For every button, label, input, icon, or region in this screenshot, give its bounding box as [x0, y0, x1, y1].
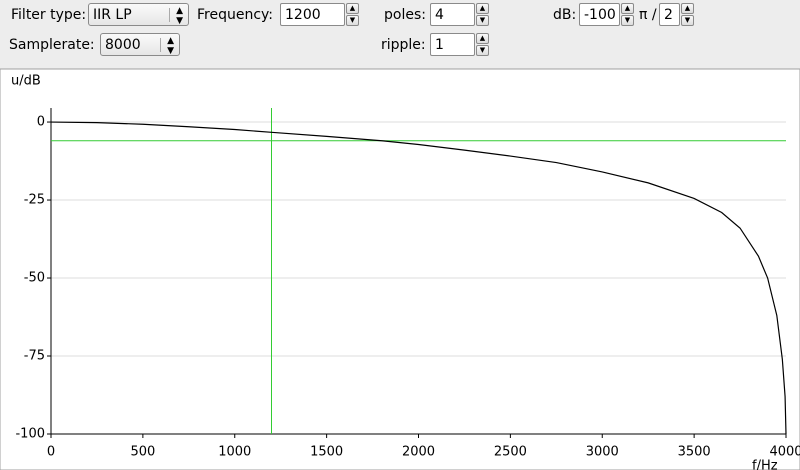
spin-up[interactable]: ▲ [476, 3, 489, 14]
y-tick-label: -50 [24, 271, 45, 286]
pi-input[interactable]: 2 [659, 3, 680, 26]
frequency-input[interactable]: 1200 [280, 3, 345, 26]
spin-up[interactable]: ▲ [681, 3, 694, 14]
label: Frequency: [197, 7, 274, 23]
x-tick-label: 4000 [769, 445, 800, 460]
spin-down[interactable]: ▼ [476, 45, 489, 56]
select-arrows: ▲ ▼ [167, 36, 174, 56]
x-tick-label: 0 [47, 445, 55, 460]
response-curve [50, 121, 787, 435]
x-tick-label: 500 [130, 445, 155, 460]
spin-up[interactable]: ▲ [476, 33, 489, 44]
label: π / [639, 7, 657, 23]
label: Samplerate: [9, 37, 95, 53]
plot-background [0, 68, 800, 470]
x-tick-label: 3500 [678, 445, 711, 460]
spin-down[interactable]: ▼ [621, 15, 634, 26]
spin-up[interactable]: ▲ [346, 3, 359, 14]
y-tick-label: -100 [15, 427, 45, 442]
label: Filter type: [11, 7, 87, 23]
x-axis-label: f/Hz [752, 459, 778, 470]
spin-up[interactable]: ▲ [621, 3, 634, 14]
spin-down[interactable]: ▼ [681, 15, 694, 26]
x-tick-label: 1000 [218, 445, 251, 460]
select-value: 8000 [105, 37, 141, 53]
db-input[interactable]: -100 [579, 3, 620, 26]
label: poles: [384, 7, 426, 23]
x-tick-label: 2500 [494, 445, 527, 460]
ripple-input[interactable]: 1 [430, 33, 475, 56]
select-value: IIR LP [93, 7, 132, 23]
samplerate-select[interactable]: 8000 ▲ ▼ [100, 33, 180, 56]
y-tick-label: -75 [24, 349, 45, 364]
filter-type-select[interactable]: IIR LP ▲ ▼ [88, 3, 189, 26]
select-arrows: ▲ ▼ [176, 6, 183, 26]
spin-down[interactable]: ▼ [346, 15, 359, 26]
label: dB: [553, 7, 577, 23]
y-tick-label: 0 [37, 115, 45, 130]
spin-down[interactable]: ▼ [476, 15, 489, 26]
poles-input[interactable]: 4 [430, 3, 475, 26]
x-tick-label: 2000 [402, 445, 435, 460]
y-axis-label: u/dB [11, 74, 41, 89]
x-tick-label: 3000 [586, 445, 619, 460]
y-tick-label: -25 [24, 193, 45, 208]
label: ripple: [381, 37, 426, 53]
x-tick-label: 1500 [310, 445, 343, 460]
